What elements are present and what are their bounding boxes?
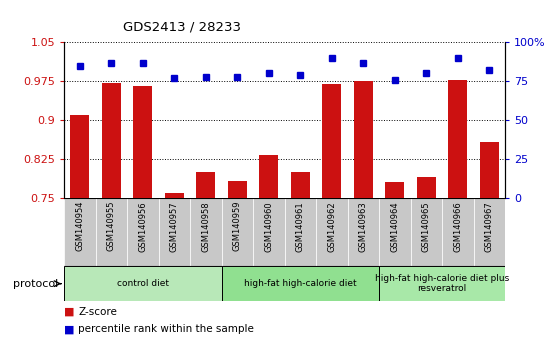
Bar: [291, 172, 310, 198]
Text: ■: ■: [64, 307, 75, 316]
Text: GSM140963: GSM140963: [359, 201, 368, 252]
Text: GSM140966: GSM140966: [453, 201, 462, 252]
Text: GSM140954: GSM140954: [75, 201, 84, 251]
Bar: [259, 155, 278, 198]
Text: GSM140965: GSM140965: [422, 201, 431, 252]
Bar: [348, 198, 379, 267]
Bar: [165, 193, 184, 198]
Text: GSM140958: GSM140958: [201, 201, 210, 252]
Text: protocol: protocol: [13, 279, 59, 289]
Bar: [133, 86, 152, 198]
Bar: [95, 198, 127, 267]
Bar: [285, 198, 316, 267]
Bar: [386, 182, 404, 198]
Bar: [70, 115, 89, 198]
Bar: [64, 267, 222, 301]
Bar: [64, 198, 95, 267]
Text: GSM140956: GSM140956: [138, 201, 147, 252]
Bar: [379, 198, 411, 267]
Text: GSM140967: GSM140967: [485, 201, 494, 252]
Bar: [417, 177, 436, 198]
Text: high-fat high-calorie diet: high-fat high-calorie diet: [244, 279, 357, 288]
Bar: [354, 81, 373, 198]
Bar: [190, 198, 222, 267]
Text: GSM140957: GSM140957: [170, 201, 179, 252]
Bar: [411, 198, 442, 267]
Bar: [379, 267, 505, 301]
Text: GDS2413 / 28233: GDS2413 / 28233: [123, 21, 240, 34]
Bar: [158, 198, 190, 267]
Text: GSM140962: GSM140962: [328, 201, 336, 252]
Bar: [316, 198, 348, 267]
Bar: [253, 198, 285, 267]
Text: GSM140961: GSM140961: [296, 201, 305, 252]
Bar: [474, 198, 505, 267]
Bar: [228, 181, 247, 198]
Bar: [222, 267, 379, 301]
Text: GSM140964: GSM140964: [390, 201, 400, 252]
Text: GSM140959: GSM140959: [233, 201, 242, 251]
Bar: [196, 172, 215, 198]
Text: high-fat high-calorie diet plus
resveratrol: high-fat high-calorie diet plus resverat…: [375, 274, 509, 293]
Text: GSM140960: GSM140960: [264, 201, 273, 252]
Bar: [480, 142, 499, 198]
Bar: [442, 198, 474, 267]
Bar: [323, 84, 341, 198]
Text: control diet: control diet: [117, 279, 169, 288]
Text: GSM140955: GSM140955: [107, 201, 116, 251]
Text: percentile rank within the sample: percentile rank within the sample: [78, 324, 254, 334]
Bar: [222, 198, 253, 267]
Bar: [127, 198, 158, 267]
Bar: [102, 83, 121, 198]
Bar: [448, 80, 467, 198]
Text: Z-score: Z-score: [78, 307, 117, 316]
Text: ■: ■: [64, 324, 75, 334]
